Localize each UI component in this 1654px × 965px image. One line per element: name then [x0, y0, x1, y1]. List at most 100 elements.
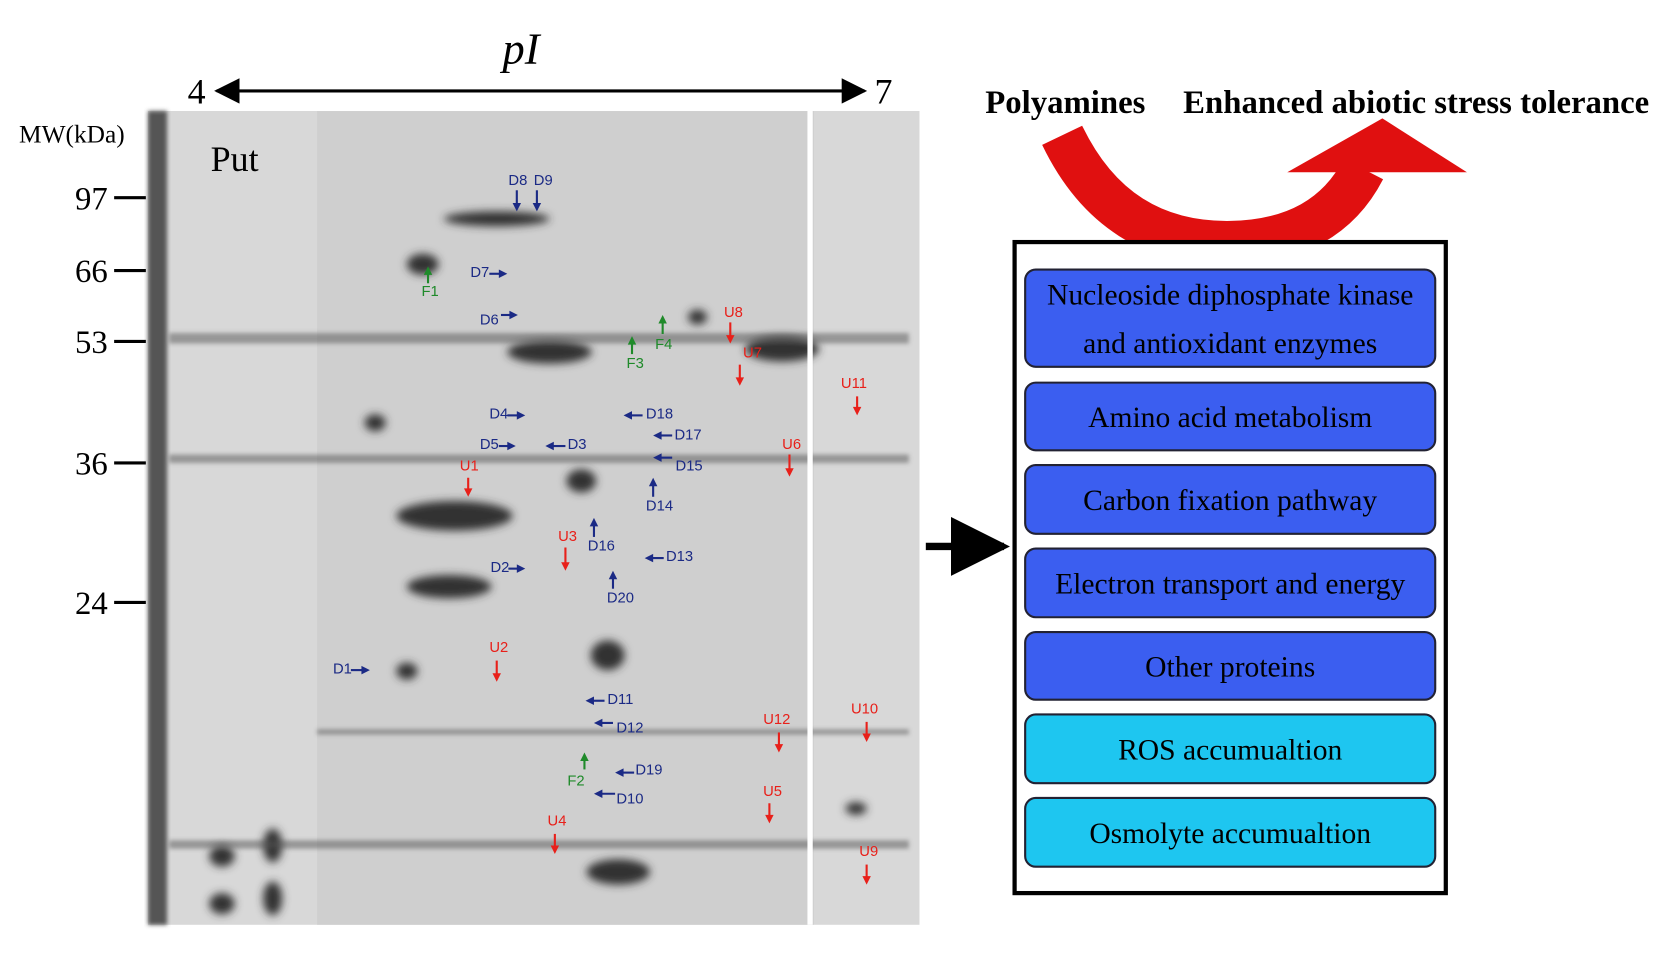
outcome-label: Enhanced abiotic stress tolerance	[1183, 85, 1649, 121]
spot-label: U2	[489, 640, 508, 656]
mw-label: MW(kDa)	[19, 121, 125, 149]
spot-arrowhead	[561, 562, 570, 571]
spot-label: D8	[508, 173, 527, 189]
spot-arrowhead	[532, 202, 542, 212]
effect-item-text: Osmolyte accumualtion	[1089, 818, 1371, 850]
spot-label: D17	[674, 428, 701, 444]
spot-arrowhead	[361, 665, 370, 675]
spot-arrowhead	[627, 336, 637, 345]
spot-label: D16	[588, 539, 615, 555]
spot-arrowhead	[648, 477, 658, 487]
spot-label: U6	[782, 437, 801, 453]
spot-label: U10	[851, 701, 878, 717]
mw-tick-label: 97	[75, 181, 108, 217]
spot-label: F3	[627, 356, 644, 372]
effect-item-text: Electron transport and energy	[1055, 568, 1405, 600]
spot-label: U12	[763, 712, 790, 728]
spot-label: U8	[724, 305, 743, 321]
spot-label: U11	[841, 376, 867, 392]
spot-arrowhead	[585, 696, 594, 705]
mw-tick-label: 36	[75, 447, 108, 483]
spot-arrowhead	[615, 768, 624, 777]
spot-label: D7	[470, 265, 489, 281]
effect-item-text: and antioxidant enzymes	[1083, 328, 1377, 360]
effect-item-text: Nucleoside diphosphate kinase	[1047, 279, 1413, 311]
effect-item-text: Other proteins	[1145, 651, 1315, 683]
spot-arrowhead	[735, 377, 745, 386]
mw-tick-label: 24	[75, 586, 108, 622]
spot-label: D15	[676, 458, 703, 474]
spot-arrowhead	[774, 744, 784, 753]
spot-label: F2	[567, 773, 584, 789]
effect-item-box	[1024, 547, 1437, 619]
spot-arrowhead	[463, 488, 473, 497]
spot-label: D9	[534, 173, 553, 189]
spot-arrowhead	[852, 406, 862, 416]
spot-arrowhead	[516, 411, 526, 420]
spot-arrowhead	[644, 553, 654, 563]
pi-right: 7	[875, 72, 893, 112]
effect-item-box	[1024, 796, 1437, 868]
spot-label: D14	[646, 499, 673, 515]
spot-arrowhead	[653, 453, 662, 462]
spot-arrowhead	[653, 431, 662, 440]
spot-arrowhead	[589, 517, 599, 527]
spot-label: F1	[422, 284, 439, 300]
spot-arrowhead	[550, 845, 560, 854]
spot-label: U1	[460, 458, 479, 474]
spot-arrowhead	[608, 570, 618, 580]
spot-label: U3	[558, 529, 577, 545]
spot-arrowhead	[509, 310, 518, 320]
effect-item-box	[1024, 381, 1437, 452]
spot-arrowhead	[862, 876, 871, 885]
effect-item-box	[1024, 630, 1437, 701]
effect-item-text: ROS accumualtion	[1118, 734, 1342, 766]
mw-tick-label: 66	[75, 254, 108, 290]
spot-label: D13	[666, 549, 693, 565]
treatment-label: Put	[211, 139, 259, 179]
spot-arrowhead	[623, 411, 633, 420]
spot-label: U4	[548, 813, 567, 829]
spot-arrowhead	[507, 441, 516, 451]
curved-arrow	[1042, 125, 1384, 266]
effect-item-text: Carbon fixation pathway	[1083, 485, 1377, 517]
spot-arrowhead	[512, 202, 522, 212]
spot-label: U7	[743, 345, 762, 361]
spot-label: D20	[607, 590, 634, 606]
spot-label: D18	[646, 407, 673, 423]
spot-arrowhead	[423, 266, 433, 275]
spot-label: D5	[480, 437, 499, 453]
spot-label: D11	[607, 692, 633, 708]
effect-item-box	[1024, 464, 1437, 535]
spot-label: F4	[655, 337, 672, 353]
spot-arrowhead	[658, 314, 667, 324]
effect-item-box	[1024, 713, 1437, 785]
spot-label: D6	[480, 312, 499, 328]
pi-label: pI	[500, 23, 542, 73]
spot-arrowhead	[765, 814, 774, 824]
spot-arrowhead	[593, 789, 603, 798]
spot-arrowhead	[726, 335, 735, 344]
spot-label: D4	[489, 407, 508, 423]
curved-arrow-head	[1287, 118, 1467, 173]
spot-label: D3	[568, 437, 587, 453]
spot-label: D1	[333, 661, 352, 677]
spot-arrowhead	[785, 468, 794, 477]
spot-arrowhead	[593, 718, 603, 728]
mw-tick-label: 53	[75, 325, 108, 361]
spot-arrowhead	[580, 752, 589, 761]
spot-label: D12	[616, 720, 643, 736]
spot-label: D19	[635, 763, 662, 779]
spot-arrowhead	[545, 441, 554, 451]
spot-label: D2	[490, 560, 509, 576]
source-label: Polyamines	[985, 85, 1145, 121]
spot-arrowhead	[862, 733, 871, 742]
spot-arrowhead	[492, 673, 501, 682]
effect-item-box	[1024, 268, 1437, 368]
spot-label: D10	[616, 791, 643, 807]
effect-item-text: Amino acid metabolism	[1088, 402, 1372, 434]
spot-label: U5	[763, 784, 782, 800]
gel-image	[147, 111, 920, 925]
pi-left: 4	[188, 72, 206, 112]
